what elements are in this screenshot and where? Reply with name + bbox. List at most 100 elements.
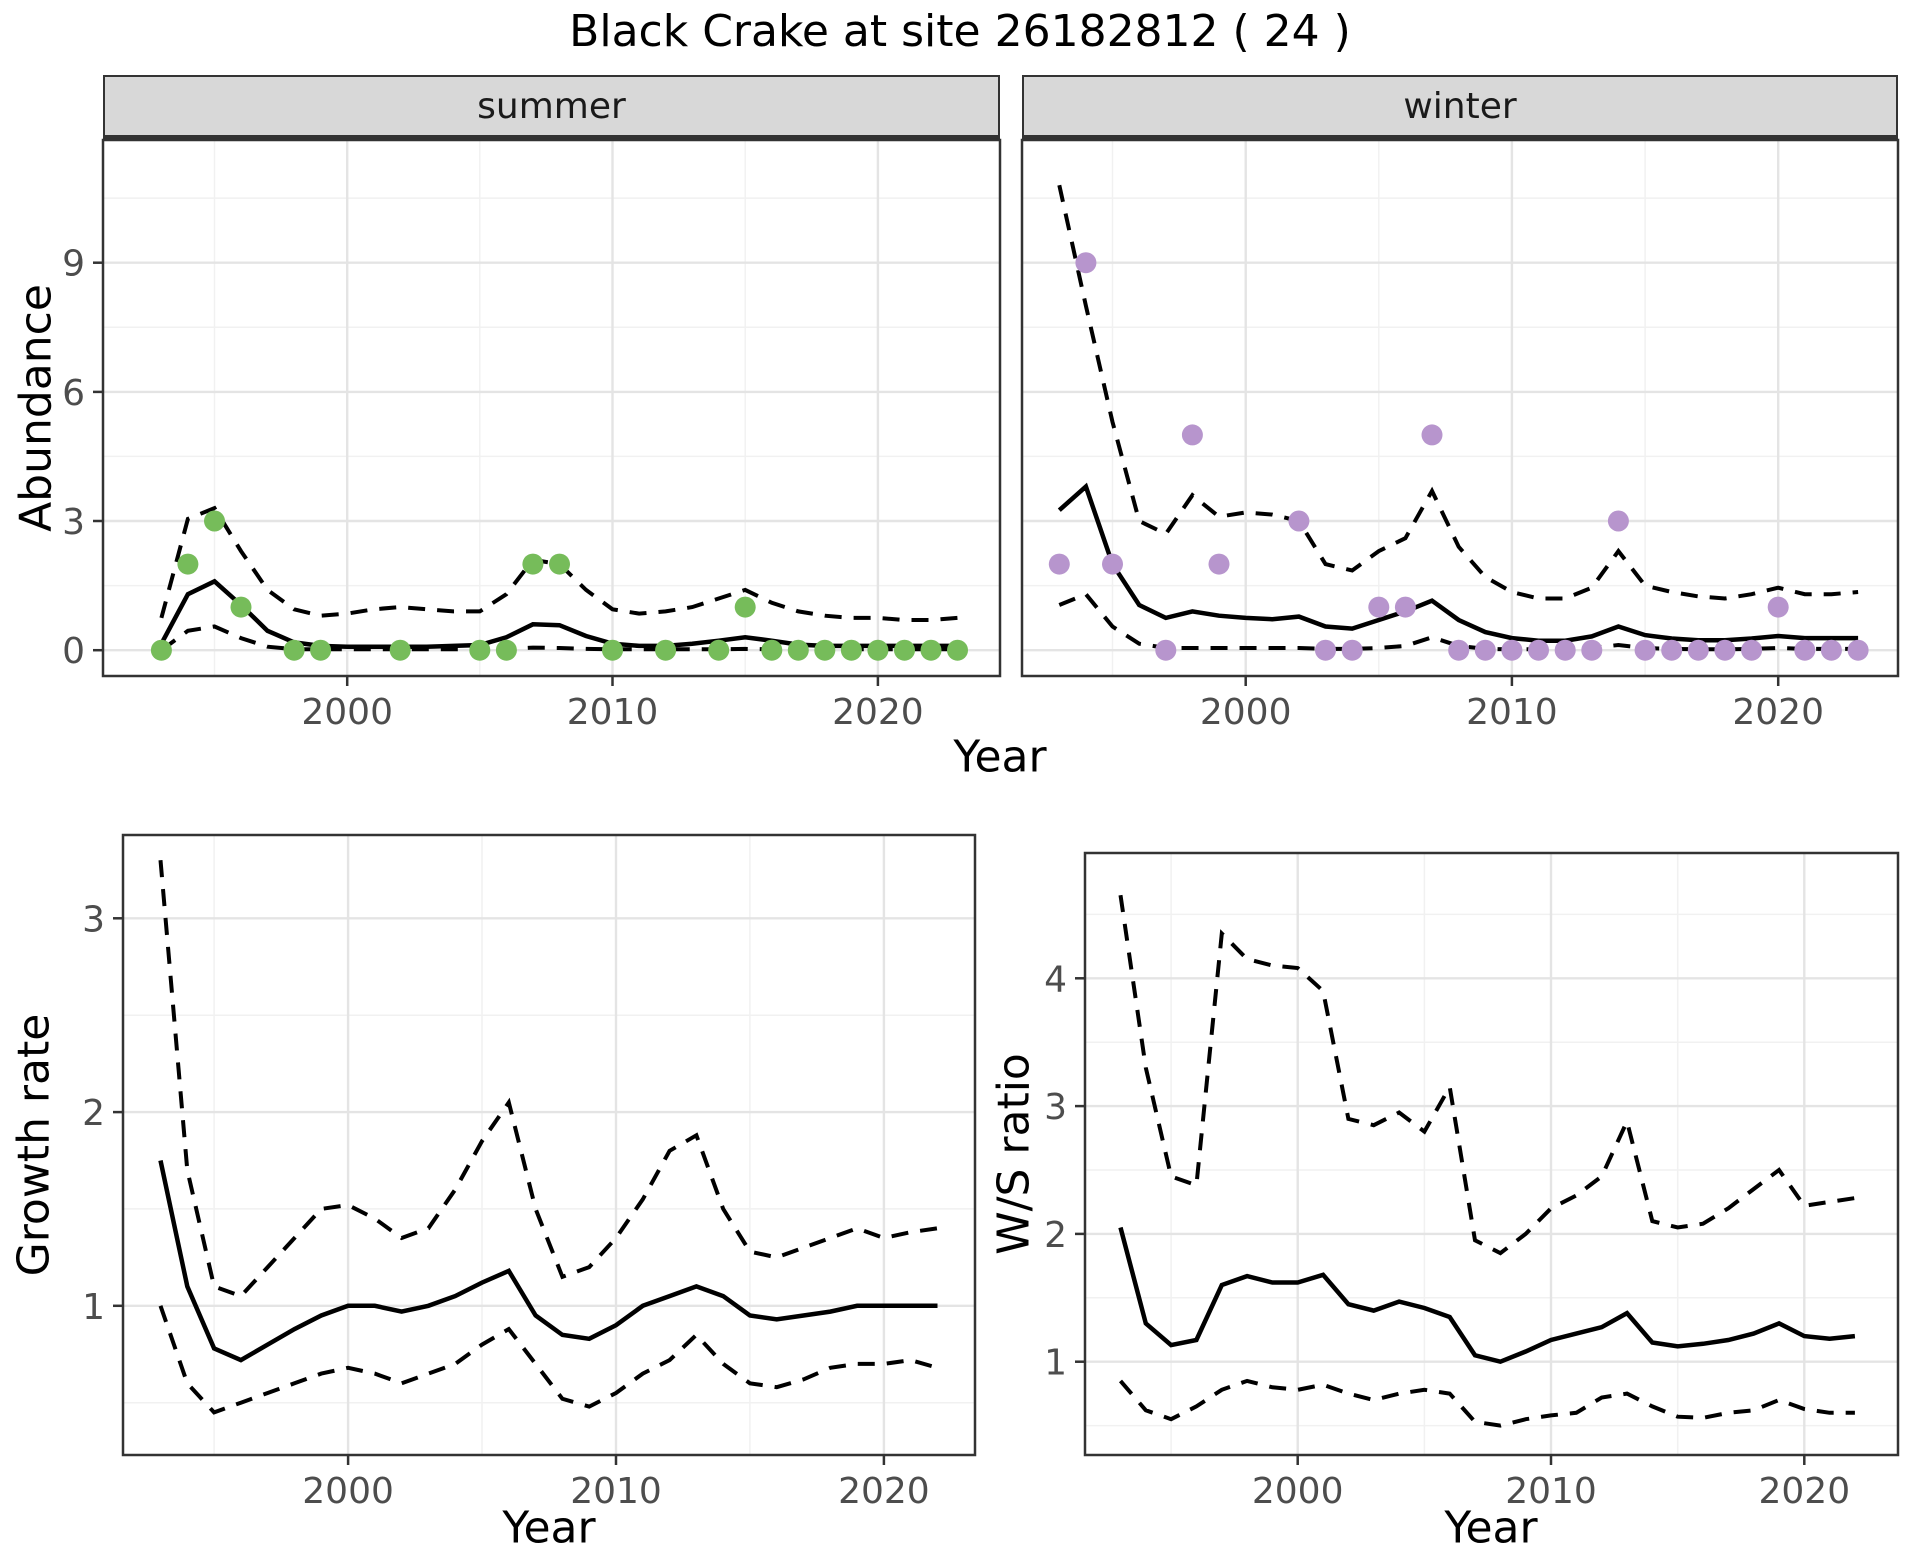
ws-ratio-upper-ci-line: [1118, 894, 1856, 1256]
x-tick-label: 2020: [1732, 692, 1824, 733]
abundance-summer-panel: 2000 2010 2020 0 3 6 9: [62, 138, 1002, 733]
growth-rate-panel: 2000 2010 2020 1 2 3: [82, 833, 977, 1512]
y-tick-label: 9: [62, 244, 85, 285]
abundance-winter-panel-bg: [1022, 140, 1898, 676]
x-tick-label: 2000: [302, 1471, 394, 1512]
x-tick-label: 2020: [838, 1471, 930, 1512]
abundance-summer-upper-ci-line: [159, 505, 958, 622]
abundance-summer-panel-bg: [103, 140, 1000, 676]
growth-rate-panel-border: [121, 833, 977, 1457]
y-tick-label: 1: [82, 1287, 105, 1328]
abundance-winter-observation-point: [1741, 639, 1763, 661]
facet-strip-winter: winter: [1022, 75, 1898, 140]
abundance-winter-upper-ci-line: [1057, 184, 1859, 601]
y-tick-label: 3: [1044, 1087, 1067, 1128]
abundance-winter-observation-point: [1634, 639, 1656, 661]
abundance-winter-observation-point: [1607, 510, 1629, 532]
facet-strip-summer-label: summer: [477, 85, 626, 127]
abundance-summer-observation-point: [602, 639, 623, 661]
abundance-summer-observation-point: [814, 639, 836, 661]
abundance-winter-observation-point: [1794, 639, 1816, 661]
ws-ratio-panel: 2000 2010 2020 1 2 3 4: [1044, 851, 1900, 1512]
year-axis-title-ws: Year: [1444, 1502, 1538, 1554]
abundance-summer-observation-point: [840, 639, 862, 661]
facet-strip-summer: summer: [103, 75, 1000, 140]
abundance-winter-panel: 2000 2010 2020: [1020, 138, 1900, 733]
abundance-winter-observation-point: [1661, 639, 1683, 661]
x-tick-label: 2010: [1505, 1471, 1597, 1512]
abundance-summer-observation-point: [283, 639, 305, 661]
abundance-summer-observation-point: [867, 639, 889, 661]
abundance-winter-observation-point: [1155, 639, 1177, 661]
x-tick-label: 2000: [1252, 1471, 1344, 1512]
abundance-winter-observation-point: [1448, 639, 1470, 661]
abundance-winter-observation-point: [1421, 424, 1443, 446]
abundance-winter-observation-point: [1315, 639, 1336, 661]
abundance-summer-observation-point: [549, 553, 570, 575]
y-tick-label: 2: [82, 1093, 105, 1134]
abundance-summer-observation-point: [150, 639, 172, 661]
abundance-summer-observation-point: [310, 639, 332, 661]
abundance-summer-observation-point: [522, 553, 544, 575]
abundance-summer-observation-point: [230, 596, 252, 618]
year-axis-title-growth: Year: [502, 1502, 596, 1554]
growth-rate-panel-bg: [123, 835, 975, 1455]
ws-ratio-lower-ci-line: [1118, 1378, 1855, 1428]
year-axis-title-top: Year: [953, 731, 1047, 783]
chart-title: Black Crake at site 26182812 ( 24 ): [569, 6, 1351, 57]
growth-rate-fit-line: [158, 1160, 938, 1363]
abundance-winter-observation-point: [1687, 639, 1709, 661]
ws-ratio-panel-bg: [1085, 853, 1898, 1455]
abundance-summer-observation-point: [708, 639, 730, 661]
abundance-summer-observation-point: [920, 639, 942, 661]
ws-ratio-panel-border: [1083, 851, 1900, 1457]
x-tick-label: 2020: [1758, 1471, 1850, 1512]
abundance-summer-observation-point: [389, 639, 411, 661]
abundance-winter-observation-point: [1102, 553, 1123, 575]
abundance-summer-observation-point: [761, 639, 783, 661]
abundance-winter-observation-point: [1847, 639, 1869, 661]
x-tick-label: 2010: [1466, 692, 1558, 733]
abundance-winter-observation-point: [1767, 596, 1789, 618]
abundance-winter-observation-point: [1288, 510, 1310, 532]
abundance-summer-observation-point: [655, 639, 677, 661]
abundance-winter-observation-point: [1048, 553, 1070, 575]
y-tick-label: 6: [62, 373, 85, 414]
abundance-summer-observation-point: [734, 596, 756, 618]
x-tick-label: 2010: [567, 692, 659, 733]
abundance-winter-lower-ci-line: [1058, 591, 1859, 652]
abundance-summer-observation-point: [894, 639, 915, 661]
x-tick-label: 2020: [832, 692, 924, 733]
abundance-winter-panel-border: [1020, 138, 1900, 678]
abundance-winter-observation-point: [1341, 639, 1363, 661]
y-tick-label: 3: [82, 899, 105, 940]
facet-strip-winter-label: winter: [1403, 85, 1517, 127]
abundance-winter-observation-point: [1581, 639, 1603, 661]
y-tick-label: 2: [1044, 1215, 1067, 1256]
abundance-winter-observation-point: [1554, 639, 1576, 661]
abundance-winter-observation-point: [1501, 639, 1523, 661]
growth-rate-axis-title: Growth rate: [8, 1013, 60, 1277]
x-tick-label: 2000: [301, 692, 393, 733]
abundance-axis-title: Abundance: [10, 284, 62, 532]
abundance-summer-observation-point: [787, 639, 809, 661]
abundance-summer-panel-border: [101, 138, 1002, 678]
abundance-winter-observation-point: [1474, 639, 1496, 661]
abundance-winter-observation-point: [1368, 596, 1390, 618]
ws-ratio-fit-line: [1118, 1226, 1856, 1365]
abundance-winter-observation-point: [1528, 639, 1549, 661]
growth-rate-lower-ci-line: [158, 1305, 939, 1415]
growth-rate-upper-ci-line: [158, 860, 938, 1299]
abundance-winter-observation-point: [1181, 424, 1203, 446]
y-tick-label: 1: [1044, 1343, 1067, 1384]
abundance-summer-observation-point: [204, 510, 225, 532]
y-tick-label: 3: [62, 502, 85, 543]
abundance-winter-observation-point: [1075, 252, 1097, 274]
x-tick-label: 2010: [570, 1471, 662, 1512]
abundance-summer-observation-point: [947, 639, 968, 661]
ws-ratio-axis-title: W/S ratio: [988, 1053, 1040, 1255]
abundance-summer-observation-point: [177, 553, 199, 575]
abundance-winter-observation-point: [1208, 553, 1230, 575]
abundance-winter-observation-point: [1714, 639, 1736, 661]
